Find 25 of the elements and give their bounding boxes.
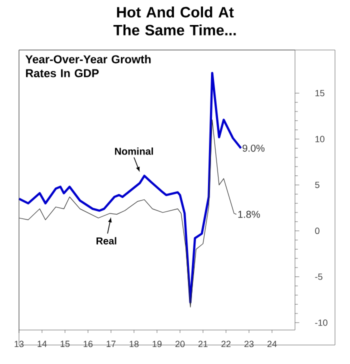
x-tick-label: 20 (175, 340, 185, 348)
x-tick-label: 14 (38, 340, 47, 347)
annotation: 9.0% (242, 144, 265, 152)
x-tick-label: 15 (60, 340, 70, 348)
y-tick-label: -10 (315, 319, 328, 326)
y-tick-label: 5 (315, 182, 320, 188)
text: Nominal (115, 147, 153, 155)
y-tick-label: 15 (315, 90, 324, 96)
y-tick-label: 0 (315, 228, 320, 234)
x-tick-label: 23 (244, 340, 254, 348)
x-tick-label: 17 (106, 340, 116, 347)
chart-title: Hot And Cold At The Same Time... (113, 6, 236, 36)
annotation: 1.8% (238, 210, 260, 218)
y-tick-label: -5 (315, 274, 322, 280)
x-tick-label: 24 (267, 340, 277, 348)
x-tick-label: 13 (14, 340, 24, 348)
text: Year-Over-Year Growth Rates In GDP (25, 54, 151, 78)
x-tick-label: 19 (152, 340, 162, 348)
x-tick-label: 21 (198, 340, 208, 348)
series-label: Real (96, 237, 116, 244)
x-tick-label: 16 (84, 340, 93, 348)
x-tick-label: 22 (221, 340, 231, 348)
y-tick-label: 10 (315, 136, 324, 142)
x-tick-label: 18 (130, 340, 139, 348)
line-series (18, 119, 237, 308)
